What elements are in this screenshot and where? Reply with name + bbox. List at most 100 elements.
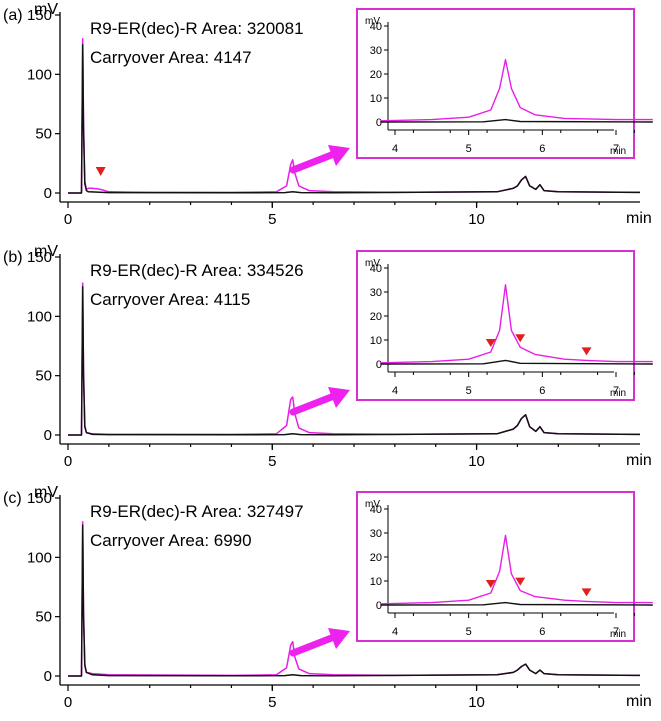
zoom-arrow-head — [328, 145, 350, 166]
inset-frame — [356, 250, 635, 401]
x-tick-label: 0 — [64, 211, 72, 228]
carryover-area-text: Carryover Area: 4147 — [90, 48, 252, 67]
zoom-arrow-shaft — [289, 633, 338, 657]
carryover-trace — [68, 285, 641, 436]
inset-y-axis-title: mV — [365, 499, 380, 510]
inset-y-tick-label: 0 — [376, 117, 382, 129]
x-tick-label: 10 — [468, 211, 485, 228]
x-tick-label: 10 — [468, 453, 485, 470]
x-tick-label: 5 — [268, 694, 276, 711]
zoom-arrow-head — [328, 628, 350, 649]
y-tick-label: 100 — [27, 66, 52, 83]
inset-carryover-trace — [380, 359, 653, 365]
x-axis-title: min — [626, 210, 652, 227]
inset-y-tick-label: 30 — [370, 45, 382, 57]
chart-panel-c: (c) mV min 0 50 100 150 0 5 10 R9-ER(dec)-R Area: … — [3, 484, 653, 711]
sample-area-text: R9-ER(dec)-R Area: 327497 — [90, 502, 304, 521]
inset-peak-marker — [485, 580, 496, 588]
y-tick-label: 50 — [35, 126, 52, 143]
x-axis-title: min — [626, 693, 652, 710]
inset-chart: mV min 0 10 20 30 40 4 5 6 7 — [356, 491, 653, 642]
x-tick-label: 0 — [64, 453, 72, 470]
zoom-arrow-head — [328, 387, 350, 408]
inset-y-tick-label: 40 — [370, 263, 382, 275]
inset-frame — [356, 8, 635, 159]
sample-area-text: R9-ER(dec)-R Area: 320081 — [90, 19, 304, 38]
inset-peak-marker — [485, 339, 496, 347]
carryover-area-text: Carryover Area: 6990 — [90, 531, 252, 550]
carryover-trace — [68, 524, 641, 677]
inset-x-tick-label: 7 — [613, 626, 619, 638]
inset-y-tick-label: 40 — [370, 504, 382, 516]
inset-x-tick-label: 5 — [466, 143, 472, 155]
inset-y-tick-label: 10 — [370, 335, 382, 347]
inset-y-tick-label: 20 — [370, 311, 382, 323]
inset-y-axis-title: mV — [365, 16, 380, 27]
carryover-trace — [68, 43, 641, 194]
inset-peak-marker — [581, 588, 592, 597]
y-tick-label: 0 — [44, 427, 52, 444]
inset-sample-trace — [380, 58, 653, 122]
inset-chart: mV min 0 10 20 30 40 4 5 6 7 — [356, 8, 653, 159]
y-tick-label: 100 — [27, 549, 52, 566]
inset-x-axis-title: min — [610, 629, 626, 640]
inset-x-tick-label: 5 — [466, 626, 472, 638]
y-tick-label: 150 — [27, 249, 52, 266]
inset-y-tick-label: 30 — [370, 287, 382, 299]
inset-peak-marker — [515, 577, 526, 586]
inset-peak-marker — [581, 347, 592, 356]
y-tick-label: 50 — [35, 368, 52, 385]
inset-x-tick-label: 5 — [466, 385, 472, 397]
y-axis-title: mV — [34, 484, 58, 501]
inset-y-tick-label: 30 — [370, 528, 382, 540]
peak-marker — [95, 167, 106, 176]
y-tick-label: 50 — [35, 609, 52, 626]
inset-x-axis-title: min — [610, 388, 626, 399]
inset-y-tick-label: 40 — [370, 21, 382, 33]
inset-carryover-trace — [380, 601, 653, 606]
inset-x-tick-label: 6 — [539, 626, 545, 638]
y-tick-label: 100 — [27, 308, 52, 325]
inset-y-tick-label: 10 — [370, 93, 382, 105]
inset-x-tick-label: 6 — [539, 385, 545, 397]
inset-peak-marker — [515, 334, 526, 343]
y-axis-title: mV — [34, 243, 58, 260]
y-tick-label: 0 — [44, 668, 52, 685]
inset-x-axis-title: min — [610, 146, 626, 157]
inset-chart: mV min 0 10 20 30 40 4 5 6 7 — [356, 250, 653, 401]
x-tick-label: 0 — [64, 694, 72, 711]
inset-y-tick-label: 10 — [370, 576, 382, 588]
x-tick-label: 5 — [268, 211, 276, 228]
inset-y-axis-title: mV — [365, 258, 380, 269]
inset-x-tick-label: 4 — [392, 385, 398, 397]
y-tick-label: 150 — [27, 490, 52, 507]
y-tick-label: 150 — [27, 7, 52, 24]
inset-sample-trace — [380, 284, 653, 364]
panel-label: (a) — [3, 7, 23, 24]
inset-x-tick-label: 4 — [392, 626, 398, 638]
inset-frame — [356, 491, 635, 642]
zoom-arrow-shaft — [289, 150, 338, 174]
y-tick-label: 0 — [44, 185, 52, 202]
inset-x-tick-label: 7 — [613, 385, 619, 397]
inset-y-tick-label: 20 — [370, 69, 382, 81]
x-tick-label: 5 — [268, 453, 276, 470]
inset-y-tick-label: 0 — [376, 359, 382, 371]
carryover-area-text: Carryover Area: 4115 — [90, 290, 250, 309]
inset-x-tick-label: 4 — [392, 143, 398, 155]
panel-label: (b) — [3, 249, 23, 266]
zoom-arrow-shaft — [289, 392, 338, 416]
panel-label: (c) — [3, 490, 22, 507]
x-axis-title: min — [626, 452, 652, 469]
y-axis-title: mV — [34, 1, 58, 18]
inset-x-tick-label: 6 — [539, 143, 545, 155]
inset-sample-trace — [380, 534, 653, 605]
inset-x-tick-label: 7 — [613, 143, 619, 155]
x-tick-label: 10 — [468, 694, 485, 711]
inset-y-tick-label: 20 — [370, 552, 382, 564]
sample-area-text: R9-ER(dec)-R Area: 334526 — [90, 261, 304, 280]
inset-carryover-trace — [380, 118, 653, 123]
